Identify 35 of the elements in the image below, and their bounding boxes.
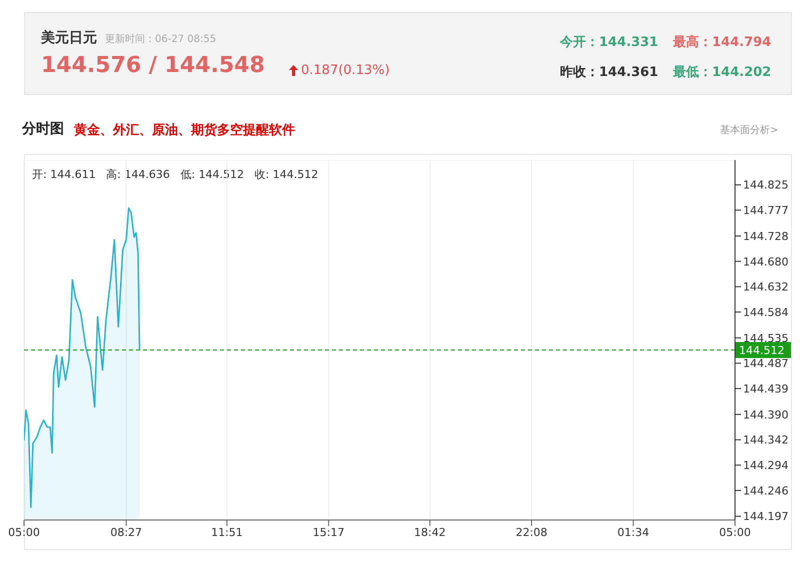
text: 今开：144.331 xyxy=(560,34,658,51)
y-tick-label: 144.632 xyxy=(743,280,788,294)
text: 最高：144.794 xyxy=(673,34,772,51)
y-tick-label: 144.728 xyxy=(743,230,788,243)
text: 黄金、外汇、原油、期货多空提醒软件 xyxy=(74,122,295,139)
x-tick-label: 11:51 xyxy=(211,526,243,539)
y-tick-label: 144.246 xyxy=(743,484,788,498)
x-tick-label: 15:17 xyxy=(312,526,344,539)
y-tick-label: 144.294 xyxy=(743,459,788,472)
y-tick-label: 144.342 xyxy=(743,434,788,447)
y-tick-label: 144.390 xyxy=(743,408,788,422)
x-tick-label: 01:34 xyxy=(617,526,650,539)
chart-title: 美元日元 xyxy=(41,29,97,47)
y-tick-label: 144.197 xyxy=(743,510,788,524)
y-tick-label: 144.680 xyxy=(743,255,788,268)
y-tick-label: 144.777 xyxy=(743,204,788,218)
text: 分时图 xyxy=(22,120,64,138)
y-tick-label: 144.439 xyxy=(743,382,788,396)
y-tick-label: 144.825 xyxy=(743,178,788,192)
text: 基本面分析> xyxy=(720,124,778,137)
x-tick-label: 05:00 xyxy=(719,526,751,539)
x-tick-label: 08:27 xyxy=(110,526,142,539)
chart-subtitle: 更新时间：06-27 08:55 xyxy=(105,32,216,46)
text: 昨收：144.361 xyxy=(560,64,658,81)
annotation: 开: 144.611 高: 144.636 低: 144.512 收: 144.512 xyxy=(32,167,318,182)
text: 最低：144.202 xyxy=(673,64,772,81)
y-tick-label: 144.535 xyxy=(743,332,788,345)
x-tick-label: 18:42 xyxy=(414,526,446,539)
text: 144.576 / 144.548 xyxy=(41,53,265,78)
y-tick-label: 144.487 xyxy=(743,357,788,370)
x-tick-label: 05:00 xyxy=(8,526,40,539)
y-tick-label: 144.584 xyxy=(743,306,788,319)
x-tick-label: 22:08 xyxy=(516,526,548,539)
ref-line-label: 144.512 xyxy=(739,344,784,358)
text: 0.187(0.13%) xyxy=(301,63,390,78)
